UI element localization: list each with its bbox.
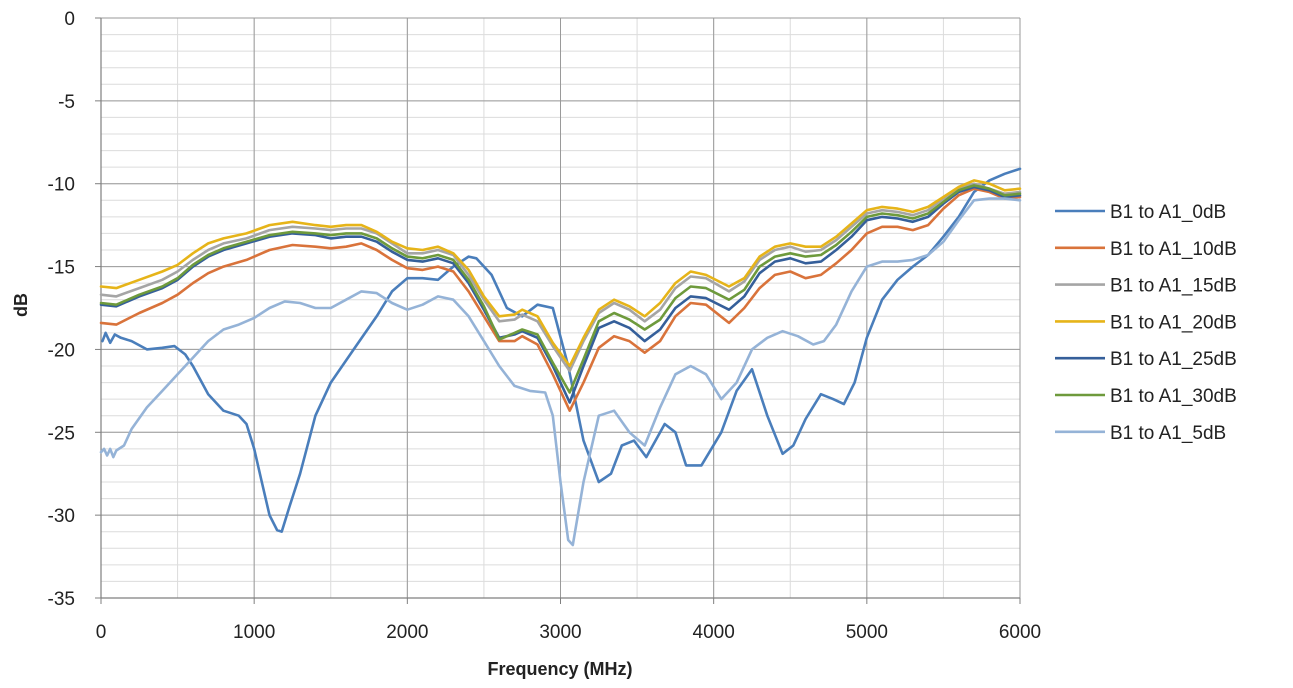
series-line-2 [99,182,1022,373]
x-tick-label: 1000 [233,622,275,643]
legend-label: B1 to A1_10dB [1110,239,1237,260]
x-tick-label: 3000 [539,622,581,643]
x-tick-label: 2000 [386,622,428,643]
series-line-0 [101,167,1022,534]
y-tick-label: -20 [48,340,75,361]
y-tick-label: -25 [48,423,75,444]
legend-label: B1 to A1_30dB [1110,386,1237,407]
x-tick-label: 6000 [999,622,1041,643]
y-tick-label: -15 [48,258,75,279]
series-line-3 [99,179,1022,368]
y-tick-label: -35 [48,589,75,610]
legend-label: B1 to A1_15dB [1110,276,1237,297]
legend-item: B1 to A1_20dB [1055,312,1237,333]
x-axis-title: Frequency (MHz) [487,659,632,679]
legend-item: B1 to A1_0dB [1055,202,1226,223]
legend-label: B1 to A1_5dB [1110,423,1226,444]
legend-item: B1 to A1_5dB [1055,423,1226,444]
y-tick-label: -30 [48,506,75,527]
legend-label: B1 to A1_25dB [1110,349,1237,370]
y-tick-label: -10 [48,175,75,196]
legend-label: B1 to A1_0dB [1110,202,1226,223]
series-line-1 [99,187,1022,413]
plot-axes [95,17,1021,604]
y-axis-title: dB [11,293,31,317]
y-tick-label: 0 [64,9,75,30]
y-tick-label: -5 [58,92,75,113]
series-line-4 [99,185,1022,404]
y-axis-tick-labels: 0 -5 -10 -15 -20 -25 -30 -35 [48,9,75,610]
series-line-6 [99,197,1022,547]
series-line-5 [99,184,1022,394]
series-lines [99,167,1022,547]
x-tick-label: 4000 [693,622,735,643]
legend-item: B1 to A1_25dB [1055,349,1237,370]
x-tick-label: 0 [96,622,107,643]
legend: B1 to A1_0dB B1 to A1_10dB B1 to A1_15dB B1… [1055,202,1237,444]
legend-item: B1 to A1_30dB [1055,386,1237,407]
legend-item: B1 to A1_10dB [1055,239,1237,260]
major-gridlines [100,17,1021,599]
x-axis-tick-labels: 0 1000 2000 3000 4000 5000 6000 [96,622,1041,643]
x-tick-label: 5000 [846,622,888,643]
legend-item: B1 to A1_15dB [1055,276,1237,297]
legend-label: B1 to A1_20dB [1110,312,1237,333]
